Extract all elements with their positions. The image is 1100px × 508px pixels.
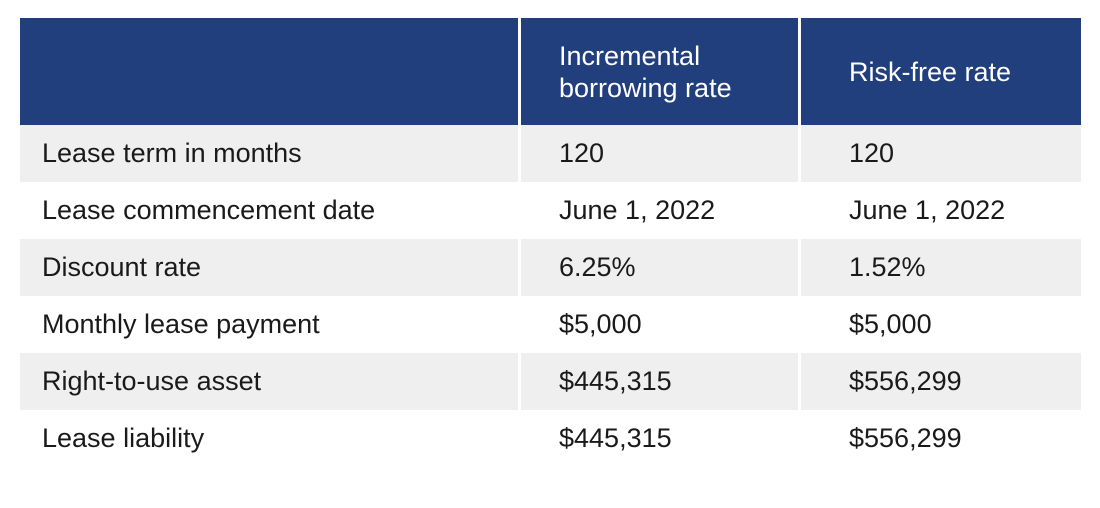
table-cell: 120 — [801, 125, 1081, 182]
table-cell: $445,315 — [559, 423, 672, 453]
table-cell: $556,299 — [801, 353, 1081, 410]
row-label: Monthly lease payment — [42, 309, 320, 339]
row-label: Lease commencement date — [42, 195, 376, 225]
table-cell: June 1, 2022 — [559, 195, 716, 225]
table-row: Lease liability $445,315 $556,299 — [20, 410, 1081, 467]
row-label: Lease term in months — [20, 125, 518, 182]
table-body: Lease term in months 120 120 Lease commence… — [20, 125, 1081, 467]
row-label: Lease liability — [42, 423, 205, 453]
table-row: Lease term in months 120 120 — [20, 125, 1081, 182]
table-cell: $556,299 — [849, 423, 962, 453]
table-cell: 6.25% — [521, 239, 798, 296]
table-row: Discount rate 6.25% 1.52% — [20, 239, 1081, 296]
row-label: Discount rate — [20, 239, 518, 296]
table-cell: 120 — [521, 125, 798, 182]
table-container: Incremental borrowing rate Risk-free rat… — [17, 18, 1084, 467]
table-cell: 1.52% — [801, 239, 1081, 296]
table-cell: June 1, 2022 — [849, 195, 1006, 225]
table-head: Incremental borrowing rate Risk-free rat… — [20, 18, 1081, 125]
header-cell: Incremental borrowing rate — [521, 18, 798, 125]
header-cell-empty — [20, 18, 518, 125]
table-row: Lease commencement date June 1, 2022 June … — [20, 182, 1081, 239]
lease-table: Incremental borrowing rate Risk-free rat… — [17, 18, 1084, 467]
table-row: Monthly lease payment $5,000 $5,000 — [20, 296, 1081, 353]
table-cell: $5,000 — [849, 309, 932, 339]
table-cell: $445,315 — [521, 353, 798, 410]
table-row: Right-to-use asset $445,315 $556,299 — [20, 353, 1081, 410]
header-cell: Risk-free rate — [801, 18, 1081, 125]
header-row: Incremental borrowing rate Risk-free rat… — [20, 18, 1081, 125]
table-cell: $5,000 — [559, 309, 642, 339]
row-label: Right-to-use asset — [20, 353, 518, 410]
